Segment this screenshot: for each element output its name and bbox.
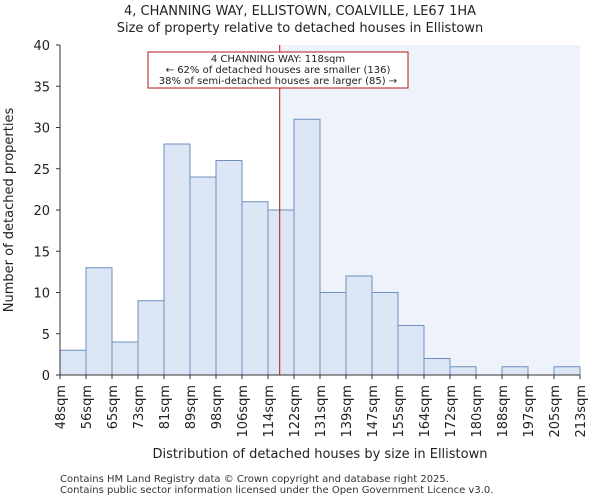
x-tick-label: 122sqm xyxy=(288,385,303,438)
annotation-line3: 38% of semi-detached houses are larger (… xyxy=(159,76,397,87)
bar xyxy=(397,325,425,376)
x-tick-label: 164sqm xyxy=(418,385,433,438)
y-tick-label: 0 xyxy=(42,369,50,384)
annotation-line1: 4 CHANNING WAY: 118sqm xyxy=(211,54,345,65)
x-tick-label: 48sqm xyxy=(54,385,69,429)
chart-title-line2: Size of property relative to detached ho… xyxy=(116,21,484,36)
footer-line1: Contains HM Land Registry data © Crown c… xyxy=(60,474,449,485)
y-tick-label: 30 xyxy=(33,122,50,137)
bar xyxy=(59,349,87,376)
x-tick-label: 98sqm xyxy=(210,385,225,429)
y-tick-label: 20 xyxy=(33,204,50,219)
x-tick-label: 147sqm xyxy=(366,385,381,438)
x-tick-label: 56sqm xyxy=(80,385,95,429)
chart-title-line1: 4, CHANNING WAY, ELLISTOWN, COALVILLE, L… xyxy=(123,4,477,19)
x-tick-label: 197sqm xyxy=(522,385,537,438)
bar xyxy=(137,300,165,376)
x-tick-label: 188sqm xyxy=(496,385,511,438)
y-axis-label: Number of detached properties xyxy=(2,108,17,313)
x-tick-label: 106sqm xyxy=(236,385,251,438)
bar xyxy=(371,292,399,376)
y-tick-label: 5 xyxy=(42,328,50,343)
x-tick-label: 65sqm xyxy=(106,385,121,429)
x-tick-label: 114sqm xyxy=(262,385,277,438)
bar xyxy=(345,275,373,376)
annotation-box xyxy=(147,51,409,89)
bar xyxy=(501,366,529,376)
bar xyxy=(85,267,113,376)
bar xyxy=(319,292,347,376)
x-tick-label: 205sqm xyxy=(548,385,563,438)
bar xyxy=(215,160,243,376)
x-tick-label: 172sqm xyxy=(444,385,459,438)
x-tick-label: 139sqm xyxy=(340,385,355,438)
x-tick-label: 131sqm xyxy=(314,385,329,438)
bar xyxy=(423,358,451,376)
x-tick-label: 81sqm xyxy=(158,385,173,429)
x-tick-label: 213sqm xyxy=(574,385,589,438)
annotation-line2: ← 62% of detached houses are smaller (13… xyxy=(166,65,391,76)
y-tick-label: 40 xyxy=(33,39,50,54)
bar xyxy=(267,209,295,376)
bar xyxy=(163,143,191,376)
y-tick-label: 15 xyxy=(33,245,50,260)
x-tick-label: 180sqm xyxy=(470,385,485,438)
footer-line2: Contains public sector information licen… xyxy=(60,485,494,496)
y-tick-label: 10 xyxy=(33,287,50,302)
bar xyxy=(241,201,269,376)
x-axis-label: Distribution of detached houses by size … xyxy=(153,447,488,462)
x-tick-label: 155sqm xyxy=(392,385,407,438)
bar xyxy=(449,366,477,376)
y-tick-label: 25 xyxy=(33,163,50,178)
x-tick-label: 73sqm xyxy=(132,385,147,429)
x-tick-label: 89sqm xyxy=(184,385,199,429)
bar xyxy=(189,176,217,376)
bar xyxy=(293,118,321,376)
y-tick-label: 35 xyxy=(33,80,50,95)
bar xyxy=(111,341,139,376)
bar xyxy=(553,366,581,376)
